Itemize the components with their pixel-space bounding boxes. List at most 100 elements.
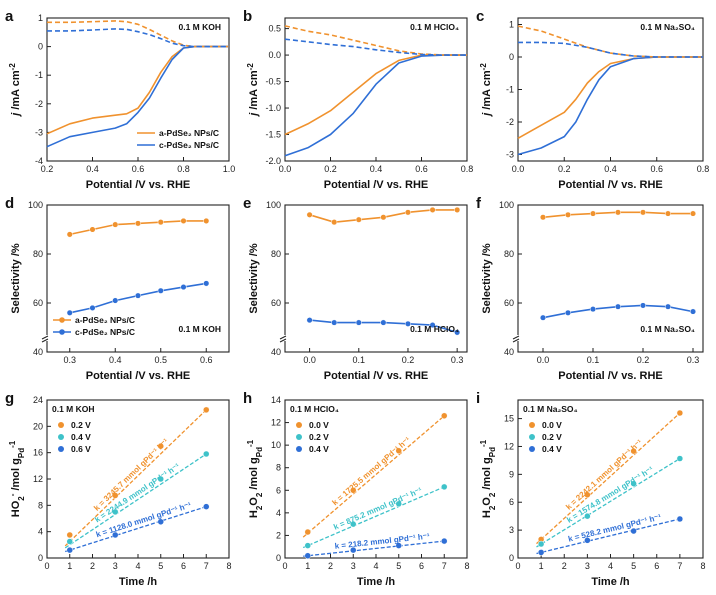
x-axis-label: Time /h [119,576,158,588]
x-tick-label: 8 [226,561,231,571]
series-line-3 [517,25,703,58]
series-line-4 [518,41,703,58]
x-tick-label: 0.8 [177,164,190,174]
y-tick-label: -1 [35,70,43,80]
data-point [539,314,547,321]
x-tick-label: 7 [442,561,447,571]
data-point [350,546,357,554]
y-tick-label: 0.5 [268,24,281,34]
x-tick-label: 0.4 [109,355,122,365]
x-tick-label: 3 [113,561,118,571]
y-tick-label: -3 [35,127,43,137]
data-point [454,329,461,336]
data-point [157,518,164,526]
legend-marker [58,422,64,428]
data-point [66,309,73,316]
data-point [157,442,164,450]
y-tick-label: -2 [506,117,514,127]
y-tick-label: 80 [504,249,514,259]
data-point [66,538,73,545]
plot-frame [517,204,704,353]
electrolyte-note: 0.1 M HClO₄ [290,404,339,414]
data-point [689,308,697,315]
electrolyte-note: 0.1 M KOH [52,404,95,414]
panel-c: 0.0 0.2 0.4 0.6 0.8 -3 -2 -1 0 1 Potential /V vs. … [476,8,709,191]
data-point [380,319,387,326]
x-tick-label: 0.2 [41,164,54,174]
y-axis-label: j /mA cm-2 [246,63,261,118]
y-tick-label: 8 [276,463,281,473]
legend-marker [58,434,64,440]
data-point [404,320,412,327]
x-tick-label: 6 [654,561,659,571]
y-tick-label: -1.5 [265,130,281,140]
y-tick-label: 15 [504,414,514,424]
y-tick-label: 12 [504,441,514,451]
panel-label: a [5,8,14,25]
panel-label: g [5,390,14,407]
legend-marker [59,317,65,323]
electrolyte-note: 0.1 M Na₂SO₄ [523,404,578,414]
data-point [395,500,402,508]
x-tick-label: 0.6 [415,164,428,174]
axis-break-mark [512,335,520,343]
data-point [630,447,637,455]
x-tick-label: 1 [539,561,544,571]
x-tick-label: 2 [562,561,567,571]
data-point [89,304,96,311]
y-tick-label: -1 [506,85,514,95]
y-axis-label: j /mA cm-2 [479,63,494,118]
panel-label: c [476,8,484,25]
series-line-3 [47,20,229,48]
data-point [689,210,697,217]
data-point [441,483,448,491]
x-tick-label: 0 [515,561,520,571]
data-point [89,226,96,233]
data-point [355,216,362,223]
data-point [429,322,436,329]
data-point [380,214,387,221]
x-tick-label: 5 [396,561,401,571]
fit-line [302,485,447,549]
electrolyte-note: 0.1 M Na₂SO₄ [640,324,695,334]
y-tick-label: 24 [33,395,43,405]
legend-marker [59,329,65,335]
axis-break-gap [282,335,288,341]
fit-line [64,451,209,549]
data-point [203,217,210,224]
data-point [304,528,311,536]
data-point [664,210,672,217]
panel-label: e [243,195,251,212]
x-tick-label: 8 [700,561,705,571]
series-line-4 [284,38,467,56]
y-tick-label: -2 [35,99,43,109]
y-tick-label: 12 [271,418,281,428]
y-tick-label: -4 [35,156,43,166]
y-tick-label: 0 [276,553,281,563]
x-tick-label: 0.2 [402,355,415,365]
y-tick-label: 40 [504,347,514,357]
x-tick-label: 0.0 [537,355,550,365]
x-axis-label: Potential /V vs. RHE [558,179,663,191]
y-tick-label: -3 [506,150,514,160]
x-axis-label: Time /h [357,576,396,588]
data-point [134,292,142,299]
y-tick-label: 0 [38,42,43,52]
data-point [404,209,412,216]
x-tick-label: 0.2 [324,164,337,174]
panel-label: i [476,390,480,407]
legend-label: 0.4 V [542,444,562,454]
data-point [676,515,684,523]
data-point [203,450,210,458]
y-tick-label: 1 [509,20,514,30]
y-tick-label: 6 [276,485,281,495]
legend-label: 0.2 V [542,432,562,442]
data-point [564,309,572,316]
data-point [639,209,647,216]
fit-line [64,407,209,547]
data-point [429,206,436,213]
data-point [66,546,73,554]
